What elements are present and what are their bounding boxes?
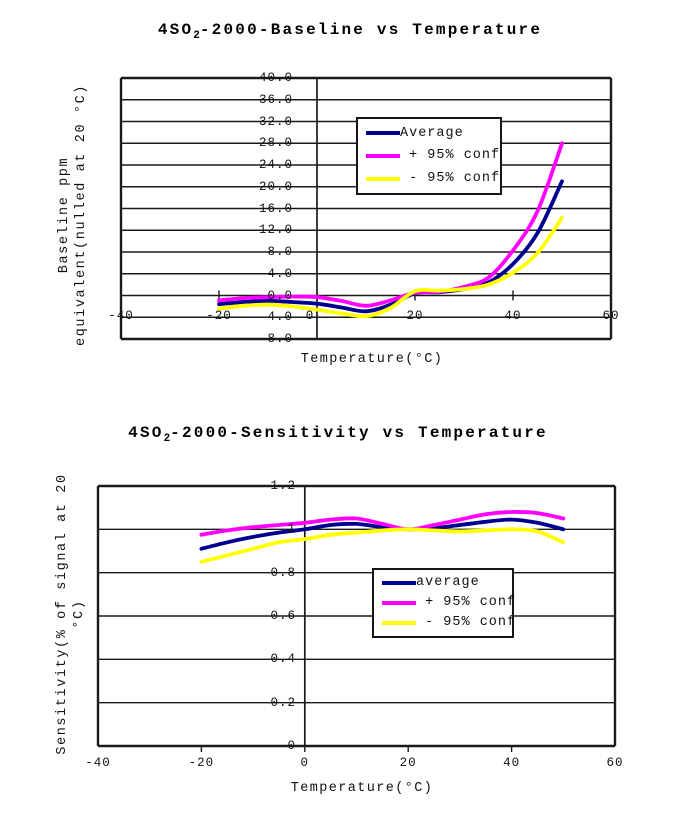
y-tick-label: 32.0 (258, 114, 293, 129)
title-prefix: 4SO (157, 21, 194, 39)
y-tick-label: 20.0 (258, 179, 293, 194)
legend-line-swatch (366, 153, 400, 158)
legend-label: - 95% conf (416, 615, 517, 631)
y-tick-label: 8.0 (267, 245, 293, 259)
legend-label: + 95% conf (400, 148, 501, 164)
y-tick-label: 0.6 (270, 609, 296, 623)
x-tick-label: -40 (85, 756, 111, 770)
title-subscript: 2 (163, 433, 171, 446)
y-tick-label: 36.0 (258, 92, 293, 107)
y-tick-label: 0.0 (267, 288, 293, 303)
x-tick-label: -40 (108, 309, 134, 323)
series-curve (199, 527, 566, 564)
x-tick-label: 40 (503, 756, 521, 770)
chart-title: 4SO2-2000-Sensitivity vs Temperature (128, 424, 548, 445)
series-curve (217, 141, 564, 308)
legend-item: - 95% conf (382, 616, 515, 630)
title-subscript: 2 (193, 30, 200, 43)
legend-item: - 95% conf (366, 172, 499, 186)
x-tick-label: 60 (602, 309, 620, 323)
title-prefix: 4SO (128, 424, 164, 442)
y-tick-label: 40.0 (258, 71, 293, 85)
x-tick-label: -20 (206, 309, 232, 323)
y-tick-label: 0.8 (270, 565, 296, 580)
x-axis-title: Temperature(°C) (300, 352, 444, 367)
legend: average + 95% conf - 95% conf (372, 568, 515, 638)
chart-title: 4SO2-2000-Baseline vs Temperature (158, 21, 542, 42)
y-axis-title-line: Sensitivity(% of signal at 20 (55, 473, 70, 755)
series-curve (217, 179, 564, 314)
x-tick-label: 0 (305, 309, 315, 323)
legend-label: + 95% conf (416, 595, 517, 611)
y-tick-label: 1 (287, 522, 296, 537)
y-tick-label: 4.0 (267, 310, 293, 325)
x-axis-title: Temperature(°C) (290, 781, 434, 796)
y-axis-title-line: °C) (72, 599, 87, 629)
plot-canvas (119, 76, 613, 341)
y-tick-label: 0 (287, 739, 296, 753)
legend-line-swatch (366, 176, 400, 181)
series-curve (217, 215, 564, 319)
y-tick-label: 16.0 (258, 201, 293, 216)
x-tick-label: 20 (406, 309, 424, 323)
legend-label: average (416, 575, 480, 591)
legend-line-swatch (382, 601, 416, 605)
y-axis-title: Sensitivity(% of signal at 20 °C) (54, 473, 88, 754)
legend: Average + 95% conf - 95% conf (356, 117, 502, 195)
legend-label: Average (400, 125, 464, 141)
y-tick-label: 1.2 (270, 479, 296, 493)
y-tick-label: 4.0 (267, 266, 293, 281)
y-tick-label: 28.0 (258, 136, 293, 151)
y-tick-label: 24.0 (258, 158, 293, 172)
legend-item: Average (366, 127, 496, 141)
y-tick-label: 8.0 (267, 332, 293, 346)
plot-area (96, 484, 617, 752)
plot-area (119, 76, 613, 341)
legend-line-swatch (366, 131, 400, 136)
series-curve (199, 510, 566, 537)
y-tick-label: 0.4 (270, 652, 296, 667)
series-curve (199, 517, 566, 551)
plot-canvas (96, 484, 617, 752)
legend-item: + 95% conf (382, 596, 515, 610)
x-tick-label: 40 (504, 309, 522, 323)
legend-item: average (382, 576, 508, 590)
y-tick-label: 0.2 (270, 695, 296, 710)
x-tick-label: -20 (188, 756, 215, 770)
legend-line-swatch (382, 621, 416, 625)
title-suffix: -2000-Sensitivity vs Temperature (170, 424, 548, 442)
y-tick-label: 12.0 (258, 223, 293, 238)
x-tick-label: 0 (300, 756, 310, 770)
x-tick-label: 20 (399, 756, 417, 770)
legend-line-swatch (382, 581, 416, 585)
legend-item: + 95% conf (366, 149, 499, 163)
legend-label: - 95% conf (400, 170, 501, 186)
title-suffix: -2000-Baseline vs Temperature (199, 21, 543, 39)
x-tick-label: 60 (606, 756, 624, 770)
